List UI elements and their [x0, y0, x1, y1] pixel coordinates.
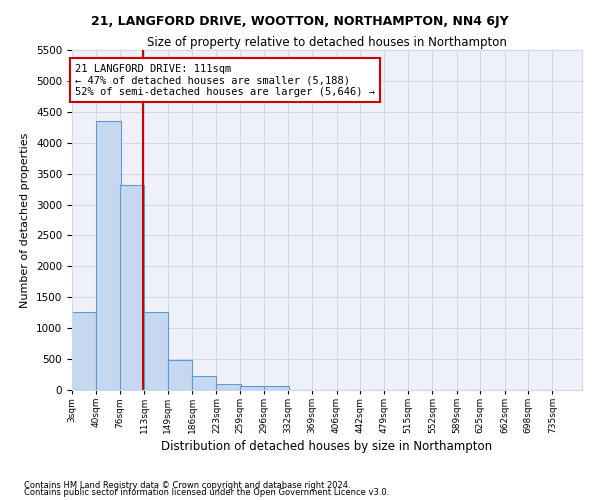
Text: 21, LANGFORD DRIVE, WOOTTON, NORTHAMPTON, NN4 6JY: 21, LANGFORD DRIVE, WOOTTON, NORTHAMPTON… — [91, 15, 509, 28]
Text: Contains HM Land Registry data © Crown copyright and database right 2024.: Contains HM Land Registry data © Crown c… — [24, 480, 350, 490]
Bar — [144, 312, 169, 390]
Text: Contains public sector information licensed under the Open Government Licence v3: Contains public sector information licen… — [24, 488, 389, 497]
Title: Size of property relative to detached houses in Northampton: Size of property relative to detached ho… — [147, 36, 507, 49]
Text: 21 LANGFORD DRIVE: 111sqm
← 47% of detached houses are smaller (5,188)
52% of se: 21 LANGFORD DRIVE: 111sqm ← 47% of detac… — [75, 64, 375, 97]
Bar — [240, 386, 265, 390]
Bar — [192, 376, 217, 390]
Bar — [120, 185, 144, 390]
Bar — [168, 360, 192, 390]
Bar — [72, 312, 96, 390]
X-axis label: Distribution of detached houses by size in Northampton: Distribution of detached houses by size … — [161, 440, 493, 454]
Bar — [217, 384, 241, 390]
Bar — [96, 121, 121, 390]
Bar — [265, 386, 289, 390]
Y-axis label: Number of detached properties: Number of detached properties — [20, 132, 31, 308]
